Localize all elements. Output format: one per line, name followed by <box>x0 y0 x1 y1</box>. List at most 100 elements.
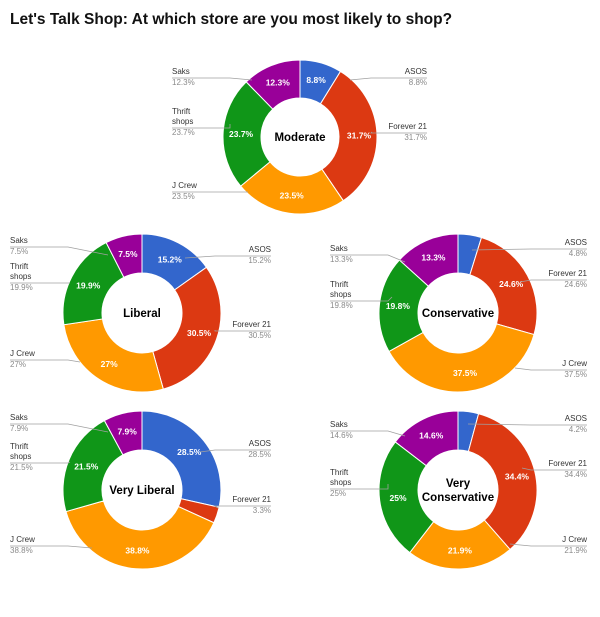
legend-item-saks: Saks 14.6% <box>330 420 406 440</box>
center-label: Very Liberal <box>109 485 174 497</box>
leader-line <box>330 296 393 302</box>
legend-value: 23.7% <box>172 128 195 137</box>
page-title: Let's Talk Shop: At which store are you … <box>10 11 453 28</box>
donut-conservative: 24.6% 37.5% 19.8% 13.3% Conservative ASOS 4.8%… <box>330 233 588 393</box>
legend-item-saks: Saks 12.3% <box>172 67 253 87</box>
legend-name: shops <box>330 290 351 299</box>
legend-item-forever-21: Forever 21 3.3% <box>213 495 272 515</box>
leader-line <box>467 423 587 426</box>
slice-forever-21 <box>152 266 222 390</box>
legend-item-j-crew: J Crew 21.9% <box>509 535 587 555</box>
legend-name: Saks <box>330 244 348 253</box>
legend-name: Saks <box>172 67 190 76</box>
slice-saks <box>394 410 459 467</box>
center-label: Conservative <box>422 308 494 320</box>
leader-line <box>370 131 427 134</box>
slice-label-saks: 7.9% <box>117 426 137 436</box>
leader-line <box>10 246 109 256</box>
leader-line <box>172 124 231 129</box>
donut-moderate: 8.8% 31.7% 23.5% 23.7% 12.3% Moderate ASOS 8.8%… <box>172 59 428 215</box>
slice-j-crew <box>63 318 164 393</box>
legend-name: Forever 21 <box>232 495 271 504</box>
slice-label-thrift-shops: 21.5% <box>74 461 99 471</box>
legend-name: Thrift <box>10 442 29 451</box>
legend-value: 25% <box>330 489 346 498</box>
legend-value: 13.3% <box>330 255 353 264</box>
leader-line <box>521 467 587 471</box>
slice-label-asos: 15.2% <box>158 254 183 264</box>
legend-item-asos: ASOS 28.5% <box>199 439 271 459</box>
legend-name: Forever 21 <box>548 459 587 468</box>
legend-value: 21.5% <box>10 463 33 472</box>
legend-name: Thrift <box>330 468 349 477</box>
legend-name: Thrift <box>172 107 191 116</box>
legend-name: ASOS <box>249 245 271 254</box>
slice-label-saks: 12.3% <box>266 77 291 87</box>
slice-j-crew <box>65 500 215 570</box>
slice-label-forever-21: 34.4% <box>505 471 530 481</box>
slice-label-saks: 7.5% <box>118 249 138 259</box>
legend-item-asos: ASOS 15.2% <box>184 245 271 265</box>
slice-asos <box>141 410 222 508</box>
leader-line <box>199 449 271 453</box>
center-label: Liberal <box>123 308 161 320</box>
legend-value: 4.2% <box>569 425 587 434</box>
legend-value: 3.3% <box>253 506 271 515</box>
legend-name: Saks <box>330 420 348 429</box>
legend-item-j-crew: J Crew 27% <box>10 349 81 369</box>
donut-very-liberal: 28.5% 38.8% 21.5% 7.9% Very Liberal ASOS 28.5%… <box>10 410 272 570</box>
slice-label-saks: 14.6% <box>419 431 444 441</box>
legend-value: 8.8% <box>409 78 427 87</box>
slice-label-j-crew: 27% <box>101 359 118 369</box>
legend-value: 38.8% <box>10 546 33 555</box>
legend-value: 31.7% <box>404 133 427 142</box>
leader-line <box>519 279 587 283</box>
legend-item-j-crew: J Crew 38.8% <box>10 535 93 555</box>
slice-forever-21 <box>469 236 538 336</box>
leader-line <box>213 505 271 509</box>
legend-name: Saks <box>10 413 28 422</box>
legend-value: 24.6% <box>564 280 587 289</box>
legend-value: 28.5% <box>248 450 271 459</box>
slice-label-asos: 8.8% <box>306 75 326 85</box>
legend-item-forever-21: Forever 21 24.6% <box>519 269 588 289</box>
slice-label-thrift-shops: 23.7% <box>229 129 254 139</box>
leader-line <box>514 367 587 371</box>
legend-item-saks: Saks 7.9% <box>10 413 109 433</box>
slice-label-saks: 13.3% <box>421 253 446 263</box>
slice-label-forever-21: 31.7% <box>347 131 372 141</box>
leader-line <box>509 543 587 547</box>
legend-item-asos: ASOS 8.8% <box>349 67 427 87</box>
legend-name: J Crew <box>10 535 35 544</box>
slice-label-thrift-shops: 25% <box>390 493 407 503</box>
legend-name: shops <box>10 272 31 281</box>
legend-value: 4.8% <box>569 249 587 258</box>
legend-value: 21.9% <box>564 546 587 555</box>
slice-label-asos: 28.5% <box>177 447 202 457</box>
legend-item-saks: Saks 13.3% <box>330 244 406 264</box>
donut-very-conservative: 34.4% 21.9% 25% 14.6% Very Conservative ASOS 4.… <box>330 410 588 570</box>
slice-label-forever-21: 24.6% <box>499 279 524 289</box>
legend-name: ASOS <box>249 439 271 448</box>
legend-item-forever-21: Forever 21 30.5% <box>214 320 272 340</box>
slice-label-j-crew: 21.9% <box>448 545 473 555</box>
legend-value: 27% <box>10 360 26 369</box>
center-label: Moderate <box>274 132 325 144</box>
slice-forever-21 <box>467 413 538 551</box>
leader-line <box>10 359 81 363</box>
legend-name: Forever 21 <box>232 320 271 329</box>
leader-line <box>330 254 406 263</box>
legend-value: 37.5% <box>564 370 587 379</box>
legend-name: J Crew <box>562 359 587 368</box>
slice-saks <box>103 410 143 456</box>
legend-name: Forever 21 <box>388 122 427 131</box>
leader-line <box>172 77 253 81</box>
legend-name: shops <box>172 117 193 126</box>
leader-line <box>214 330 271 332</box>
leader-line <box>10 423 109 433</box>
legend-value: 34.4% <box>564 470 587 479</box>
slice-label-thrift-shops: 19.8% <box>386 301 411 311</box>
